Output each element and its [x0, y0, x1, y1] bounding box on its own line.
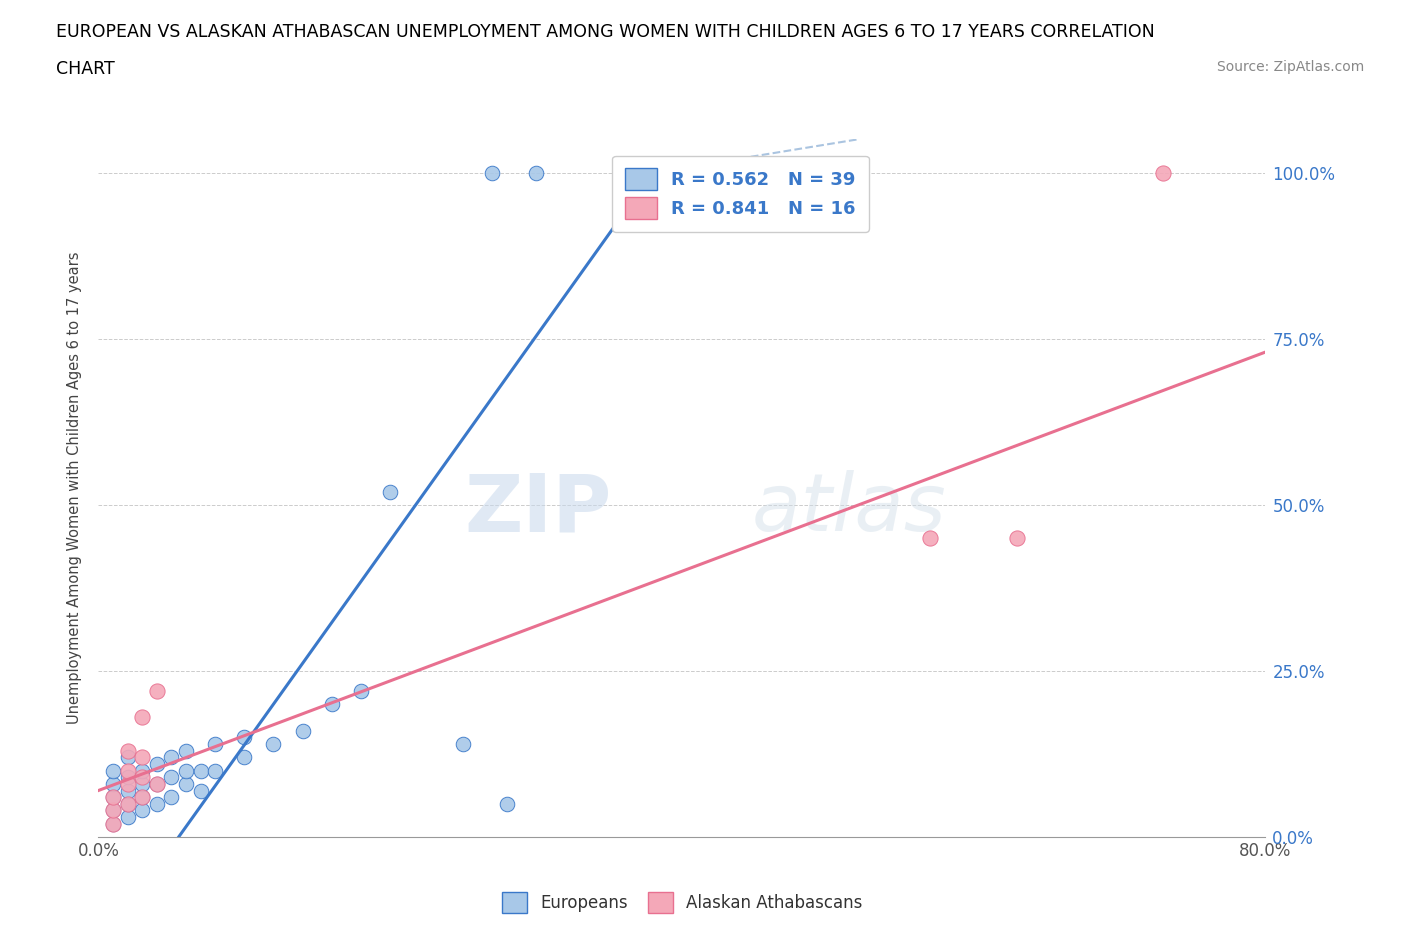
Point [117, 770, 139, 785]
Point [233, 750, 256, 764]
Point [481, 166, 503, 180]
Point [131, 790, 153, 804]
Point [204, 737, 226, 751]
Point [291, 724, 314, 738]
Point [233, 730, 256, 745]
Point [101, 803, 124, 817]
Point [262, 737, 284, 751]
Text: CHART: CHART [56, 60, 115, 78]
Point [117, 777, 139, 791]
Point [117, 796, 139, 811]
Text: ZIP: ZIP [464, 471, 612, 548]
Point [174, 777, 197, 791]
Point [101, 777, 124, 791]
Text: Source: ZipAtlas.com: Source: ZipAtlas.com [1216, 60, 1364, 74]
Point [524, 166, 547, 180]
Point [918, 531, 941, 546]
Point [117, 764, 139, 778]
Point [160, 750, 183, 764]
Point [131, 770, 153, 785]
Point [321, 697, 343, 711]
Legend: Europeans, Alaskan Athabascans: Europeans, Alaskan Athabascans [495, 885, 869, 920]
Point [146, 777, 169, 791]
Point [451, 737, 474, 751]
Point [131, 710, 153, 724]
Point [131, 803, 153, 817]
Text: atlas: atlas [752, 471, 946, 548]
Point [1007, 531, 1029, 546]
Point [101, 764, 124, 778]
Point [101, 817, 124, 831]
Y-axis label: Unemployment Among Women with Children Ages 6 to 17 years: Unemployment Among Women with Children A… [67, 252, 83, 724]
Point [101, 817, 124, 831]
Point [131, 777, 153, 791]
Point [117, 783, 139, 798]
Point [190, 783, 212, 798]
Point [131, 790, 153, 804]
Point [146, 684, 169, 698]
Point [1152, 166, 1174, 180]
Point [117, 810, 139, 825]
Point [146, 777, 169, 791]
Point [190, 764, 212, 778]
Point [350, 684, 373, 698]
Point [160, 790, 183, 804]
Point [174, 764, 197, 778]
Text: EUROPEAN VS ALASKAN ATHABASCAN UNEMPLOYMENT AMONG WOMEN WITH CHILDREN AGES 6 TO : EUROPEAN VS ALASKAN ATHABASCAN UNEMPLOYM… [56, 23, 1154, 41]
Point [101, 803, 124, 817]
Point [131, 750, 153, 764]
Point [101, 790, 124, 804]
Point [117, 796, 139, 811]
Point [495, 796, 517, 811]
Point [174, 743, 197, 758]
Point [146, 756, 169, 771]
Point [160, 770, 183, 785]
Point [204, 764, 226, 778]
Point [146, 796, 169, 811]
Point [378, 485, 402, 499]
Point [627, 166, 650, 180]
Point [101, 790, 124, 804]
Point [131, 764, 153, 778]
Point [117, 750, 139, 764]
Point [117, 743, 139, 758]
